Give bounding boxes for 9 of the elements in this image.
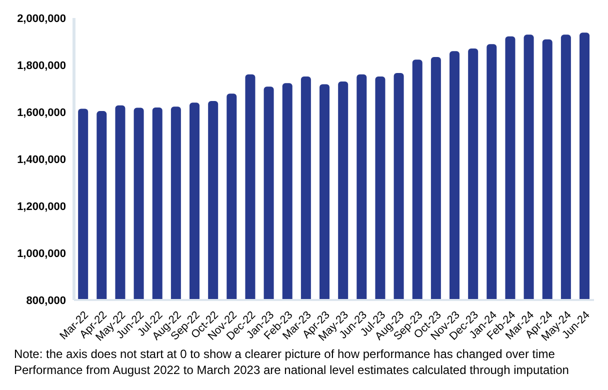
y-tick-label: 2,000,000 (17, 12, 66, 25)
y-tick-label: 800,000 (26, 294, 66, 307)
y-tick-label: 1,200,000 (17, 200, 66, 213)
y-tick-label: 1,800,000 (17, 60, 66, 72)
y-tick-label: 1,600,000 (17, 106, 66, 119)
text: Performance from August 2022 to March 2023 are national level estimates calculated through imputation (14, 362, 570, 378)
y-tick-label: 1,400,000 (17, 154, 66, 166)
y-tick-label: 1,000,000 (17, 248, 66, 260)
text: Note: the axis does not start at 0 to show a clearer picture of how performance has changed over time (14, 346, 556, 362)
